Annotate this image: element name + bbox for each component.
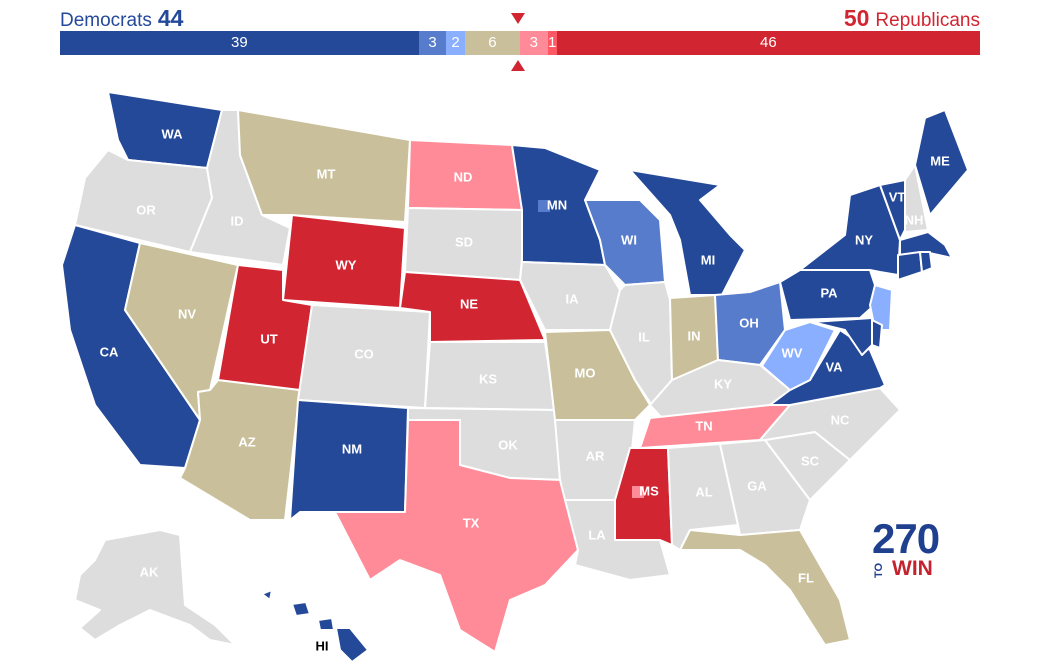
mn-special-box bbox=[538, 200, 550, 212]
bar-segment-tossup: 6 bbox=[464, 31, 520, 55]
state-label-ak: AK bbox=[140, 564, 159, 579]
state-md[interactable] bbox=[811, 317, 873, 356]
state-label-nc: NC bbox=[831, 412, 850, 427]
bar-segment-lean-rep: 3 bbox=[519, 31, 548, 55]
270towin-logo: 270 TO WIN bbox=[872, 518, 942, 582]
state-label-ky: KY bbox=[714, 376, 732, 391]
bar-segment-safe-dem: 39 bbox=[60, 31, 419, 55]
state-label-ok: OK bbox=[498, 437, 518, 452]
state-az[interactable] bbox=[179, 379, 301, 521]
state-me[interactable] bbox=[914, 109, 969, 216]
state-tx[interactable] bbox=[334, 419, 579, 653]
state-wv[interactable] bbox=[761, 321, 836, 391]
ms-special-box bbox=[632, 486, 644, 498]
republicans-header: 50 Republicans bbox=[844, 5, 980, 32]
state-label-fl: FL bbox=[798, 570, 814, 585]
state-label-tn: TN bbox=[695, 418, 712, 433]
state-label-ks: KS bbox=[479, 371, 497, 386]
state-fl[interactable] bbox=[679, 529, 851, 646]
state-label-ne: NE bbox=[460, 296, 478, 311]
state-label-nd: ND bbox=[454, 169, 473, 184]
state-hi[interactable] bbox=[261, 589, 369, 663]
state-mi[interactable] bbox=[629, 169, 746, 296]
state-label-co: CO bbox=[354, 346, 374, 361]
logo-to: TO bbox=[873, 562, 885, 578]
state-ri[interactable] bbox=[919, 251, 933, 273]
state-label-id: ID bbox=[231, 213, 244, 228]
state-label-il: IL bbox=[638, 329, 650, 344]
state-label-ms: MS bbox=[639, 483, 659, 498]
state-label-vt: VT bbox=[889, 189, 906, 204]
state-label-or: OR bbox=[136, 202, 156, 217]
bar-segment-safe-rep: 46 bbox=[556, 31, 980, 55]
state-label-oh: OH bbox=[739, 315, 759, 330]
logo-win: WIN bbox=[892, 557, 933, 580]
logo-number: 270 bbox=[872, 515, 940, 562]
majority-marker-bottom-icon bbox=[511, 60, 525, 71]
state-label-nv: NV bbox=[178, 306, 196, 321]
state-label-ca: CA bbox=[100, 344, 119, 359]
state-label-nh: NH bbox=[905, 212, 924, 227]
bar-segment-likely-dem: 3 bbox=[418, 31, 447, 55]
state-ct[interactable] bbox=[897, 251, 923, 281]
state-label-tx: TX bbox=[463, 515, 480, 530]
seat-balance-bar: 39 3 2 6 3 1 46 bbox=[60, 31, 980, 55]
state-label-ny: NY bbox=[855, 232, 873, 247]
state-label-ar: AR bbox=[586, 448, 605, 463]
state-nm[interactable] bbox=[289, 399, 409, 521]
state-label-mt: MT bbox=[317, 166, 336, 181]
bar-segment-lean-dem: 2 bbox=[446, 31, 465, 55]
state-label-pa: PA bbox=[820, 285, 838, 300]
state-label-ia: IA bbox=[566, 291, 580, 306]
state-label-ut: UT bbox=[260, 331, 277, 346]
democrats-total: 44 bbox=[157, 5, 184, 31]
state-label-in: IN bbox=[688, 328, 701, 343]
state-label-wy: WY bbox=[336, 257, 357, 272]
state-ak[interactable] bbox=[74, 529, 236, 646]
state-label-wa: WA bbox=[162, 126, 184, 141]
state-label-az: AZ bbox=[238, 434, 255, 449]
state-label-hi: HI bbox=[316, 638, 329, 653]
state-label-sd: SD bbox=[455, 234, 473, 249]
state-label-mo: MO bbox=[575, 365, 596, 380]
state-label-wi: WI bbox=[621, 232, 637, 247]
republicans-label: Republicans bbox=[875, 10, 980, 31]
state-label-mn: MN bbox=[547, 197, 567, 212]
state-label-va: VA bbox=[825, 359, 843, 374]
state-label-la: LA bbox=[588, 527, 606, 542]
democrats-label: Democrats bbox=[60, 10, 152, 31]
state-label-ga: GA bbox=[747, 478, 767, 493]
state-label-nm: NM bbox=[342, 441, 362, 456]
state-label-mi: MI bbox=[701, 252, 715, 267]
state-label-me: ME bbox=[930, 153, 950, 168]
state-nh[interactable] bbox=[904, 164, 929, 233]
majority-marker-top-icon bbox=[511, 13, 525, 24]
state-label-wv: WV bbox=[782, 345, 803, 360]
state-de[interactable] bbox=[871, 319, 883, 349]
state-label-al: AL bbox=[695, 484, 712, 499]
bar-segment-likely-rep: 1 bbox=[547, 31, 557, 55]
republicans-total: 50 bbox=[843, 5, 870, 31]
democrats-header: Democrats 44 bbox=[60, 5, 183, 32]
state-label-sc: SC bbox=[801, 453, 820, 468]
